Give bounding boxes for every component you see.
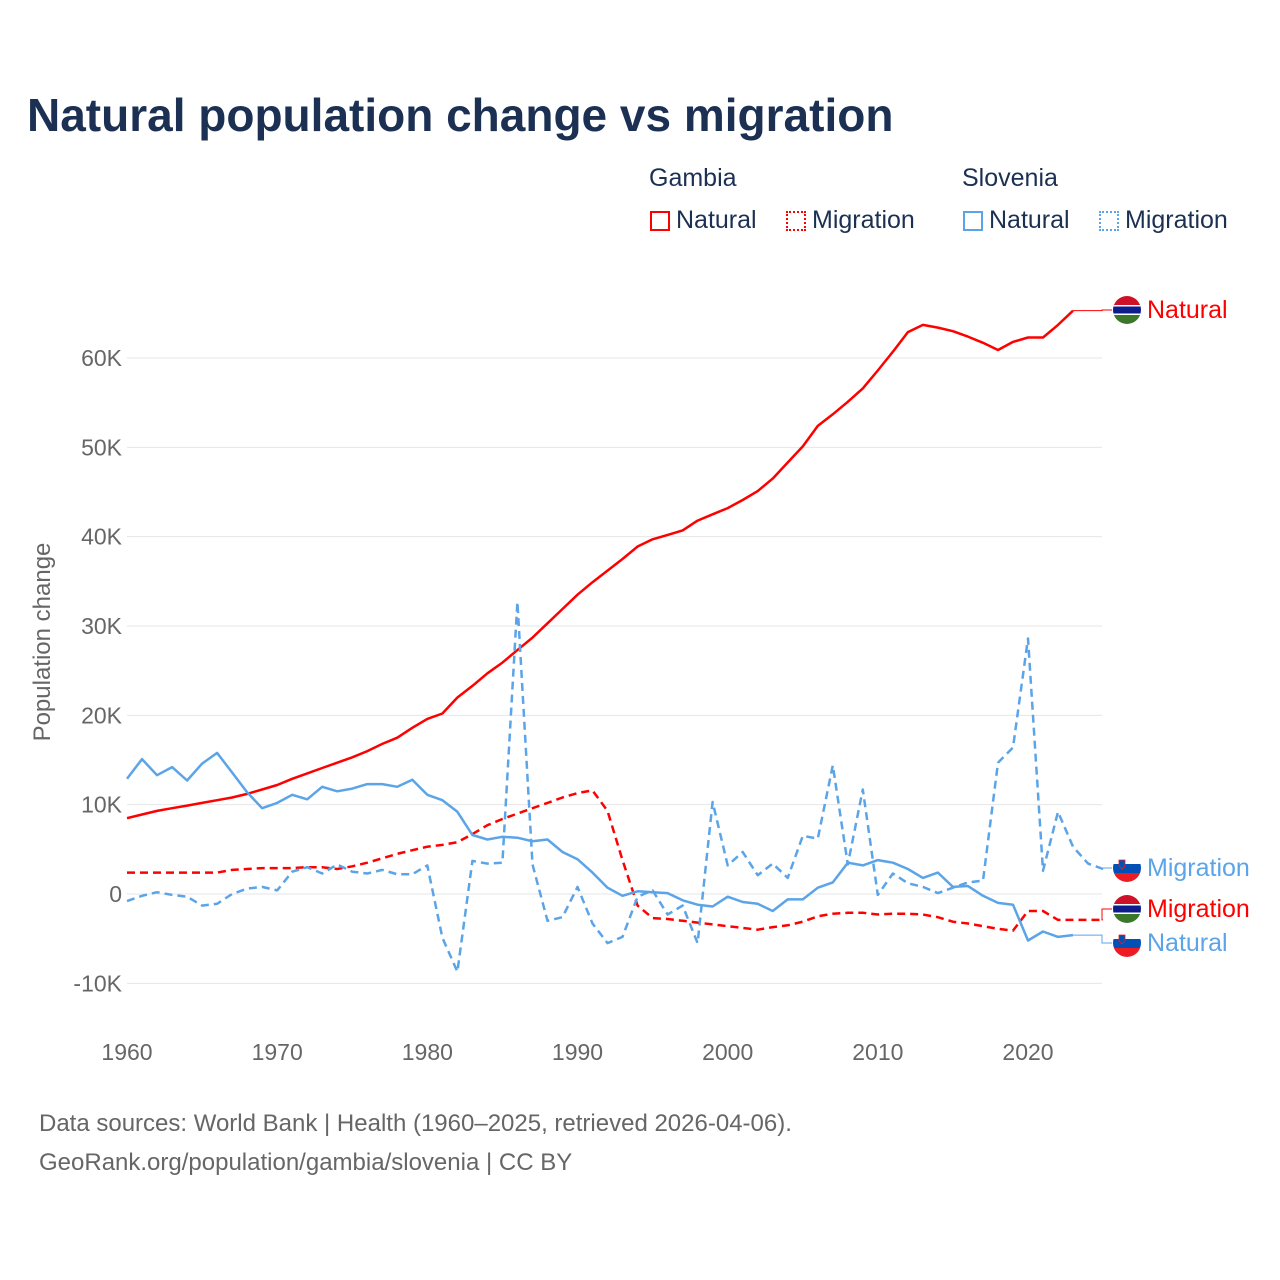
flag-stripe <box>1113 895 1141 905</box>
flag-stripe <box>1113 315 1141 324</box>
end-label: Migration <box>1147 854 1250 882</box>
legend-slovenia-natural[interactable]: Natural <box>963 206 1070 235</box>
flag-stripe <box>1113 306 1141 314</box>
slovenia-flag-icon <box>1113 854 1141 882</box>
legend-gambia-natural[interactable]: Natural <box>650 206 757 235</box>
y-tick-label: 60K <box>81 345 123 371</box>
flag-stripe <box>1113 905 1141 913</box>
solid-swatch-icon <box>650 210 670 231</box>
flag-stripe <box>1113 305 1141 307</box>
x-tick-label: 2020 <box>1002 1039 1053 1065</box>
series-line-slovenia-migration <box>126 600 1104 973</box>
flag-stripe <box>1113 939 1141 948</box>
legend-label: Natural <box>676 206 757 234</box>
x-tick-label: 1960 <box>101 1039 152 1065</box>
label-leader <box>1073 934 1112 944</box>
end-label: Natural <box>1147 929 1228 957</box>
gambia-flag-icon <box>1113 895 1141 923</box>
label-leader <box>1101 908 1112 921</box>
x-tick-label: 1980 <box>402 1039 453 1065</box>
x-tick-label: 2000 <box>702 1039 753 1065</box>
label-leader <box>1101 867 1112 870</box>
solid-swatch-icon <box>963 210 983 231</box>
y-tick-label: 0 <box>109 881 122 907</box>
flag-clip <box>1113 854 1141 882</box>
flag-clip <box>1113 895 1141 923</box>
slovenia-flag-icon <box>1113 929 1141 957</box>
chart-title: Natural population change vs migration <box>27 89 894 141</box>
y-tick-label: 50K <box>81 434 123 460</box>
legend-group-slovenia: Slovenia <box>962 164 1058 192</box>
legend-slovenia-migration[interactable]: Migration <box>1099 206 1228 235</box>
flag-clip <box>1113 296 1141 324</box>
footer-sources: Data sources: World Bank | Health (1960–… <box>39 1110 792 1137</box>
y-tick-label: -10K <box>73 970 122 996</box>
flag-stripe <box>1113 912 1141 914</box>
legend-label: Migration <box>1125 206 1228 234</box>
legend-label: Natural <box>989 206 1070 234</box>
y-tick-label: 40K <box>81 524 123 550</box>
x-tick-label: 1970 <box>252 1039 303 1065</box>
flag-emblem <box>1118 934 1126 945</box>
dotted-swatch-icon <box>786 210 806 231</box>
footer-link[interactable]: GeoRank.org/population/gambia/slovenia |… <box>39 1149 573 1176</box>
flag-stripe <box>1113 296 1141 306</box>
y-tick-label: 10K <box>81 792 123 818</box>
end-label: Migration <box>1147 895 1250 923</box>
legend-label: Migration <box>812 206 915 234</box>
legend-gambia-migration[interactable]: Migration <box>786 206 915 235</box>
label-leader <box>1073 309 1112 312</box>
flag-stripe <box>1113 948 1141 957</box>
x-tick-label: 2010 <box>852 1039 903 1065</box>
flag-emblem <box>1118 859 1126 870</box>
flag-stripe <box>1113 313 1141 315</box>
flag-stripe <box>1113 904 1141 906</box>
flag-stripe <box>1113 873 1141 882</box>
y-axis-label: Population change <box>29 543 56 742</box>
flag-stripe <box>1113 864 1141 873</box>
series-line-slovenia-natural <box>126 751 1074 942</box>
flag-clip <box>1113 929 1141 957</box>
y-tick-label: 30K <box>81 613 123 639</box>
end-label: Natural <box>1147 296 1228 324</box>
x-tick-label: 1990 <box>552 1039 603 1065</box>
series-line-gambia-natural <box>126 309 1074 820</box>
flag-stripe <box>1113 929 1141 939</box>
series-line-gambia-migration <box>127 789 1104 932</box>
flag-stripe <box>1113 854 1141 864</box>
gambia-flag-icon <box>1113 296 1141 324</box>
dotted-swatch-icon <box>1099 210 1119 231</box>
legend-group-gambia: Gambia <box>649 164 737 192</box>
flag-stripe <box>1113 914 1141 923</box>
y-tick-label: 20K <box>81 702 123 728</box>
